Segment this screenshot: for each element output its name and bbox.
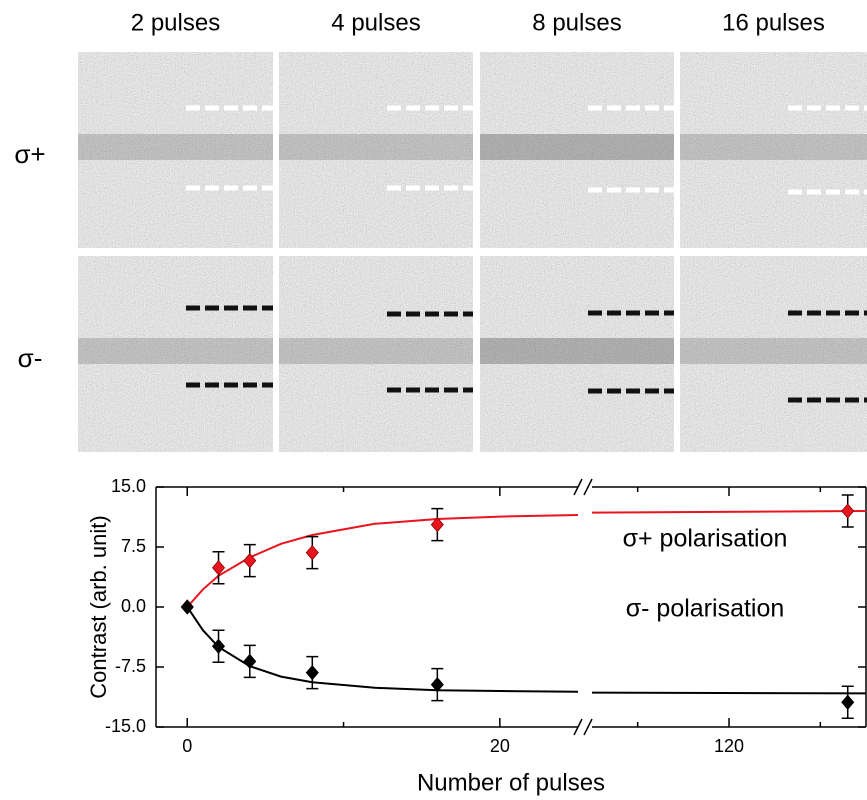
y-tick-label: 15.0 (111, 476, 146, 496)
row-label: σ+ (14, 139, 45, 169)
data-point (305, 664, 319, 681)
micrograph (279, 52, 473, 248)
data-point (211, 638, 226, 654)
legend-label: σ- polarisation (626, 595, 785, 623)
row-label: σ- (18, 343, 43, 373)
dark-band (279, 338, 473, 364)
dark-band (480, 134, 674, 160)
data-point (243, 552, 257, 569)
micrograph (78, 52, 273, 248)
column-label: 2 pulses (131, 9, 220, 36)
y-tick-label: 0.0 (121, 596, 146, 616)
fit-line (186, 510, 867, 608)
data-point (211, 560, 226, 576)
y-axis-label: Contrast (arb. unit) (86, 515, 111, 698)
image-grid: 2 pulses 4 pulses 8 pulses 16 pulses σ+ σ- (14, 9, 867, 452)
x-tick-label: 20 (490, 736, 510, 756)
data-point (180, 599, 194, 615)
data-point (430, 676, 444, 693)
dark-band (78, 134, 273, 160)
axis-break (573, 478, 583, 496)
y-tick-label: -15.0 (105, 716, 146, 736)
x-axis-label: Number of pulses (417, 769, 605, 796)
micrograph (480, 52, 674, 248)
column-label: 8 pulses (532, 9, 621, 36)
dark-band (680, 338, 867, 364)
dark-band (680, 134, 867, 160)
micrograph (480, 256, 674, 452)
y-tick-label: -7.5 (115, 656, 146, 676)
micrograph (78, 256, 273, 452)
dark-band (279, 134, 473, 160)
column-label: 16 pulses (722, 9, 825, 36)
fit-line (186, 606, 867, 695)
chart: -15.0 -7.5 0.0 7.5 15.0 0 20 120 Number of pulse… (86, 476, 867, 796)
data-point (430, 516, 444, 533)
axis-break (573, 718, 583, 736)
y-tick-label: 7.5 (121, 536, 146, 556)
axis-break (583, 478, 593, 496)
dark-band (78, 338, 273, 364)
data-point (243, 653, 257, 670)
x-tick-label: 0 (182, 736, 192, 756)
micrograph (680, 52, 867, 248)
micrograph (680, 256, 867, 452)
data-point (305, 544, 319, 561)
data-point (841, 694, 855, 710)
axis-break (583, 718, 593, 736)
micrograph (279, 256, 473, 452)
x-tick-label: 120 (714, 736, 744, 756)
dark-band (480, 338, 674, 364)
data-point (841, 503, 855, 519)
legend-label: σ+ polarisation (623, 525, 788, 553)
column-label: 4 pulses (331, 9, 420, 36)
